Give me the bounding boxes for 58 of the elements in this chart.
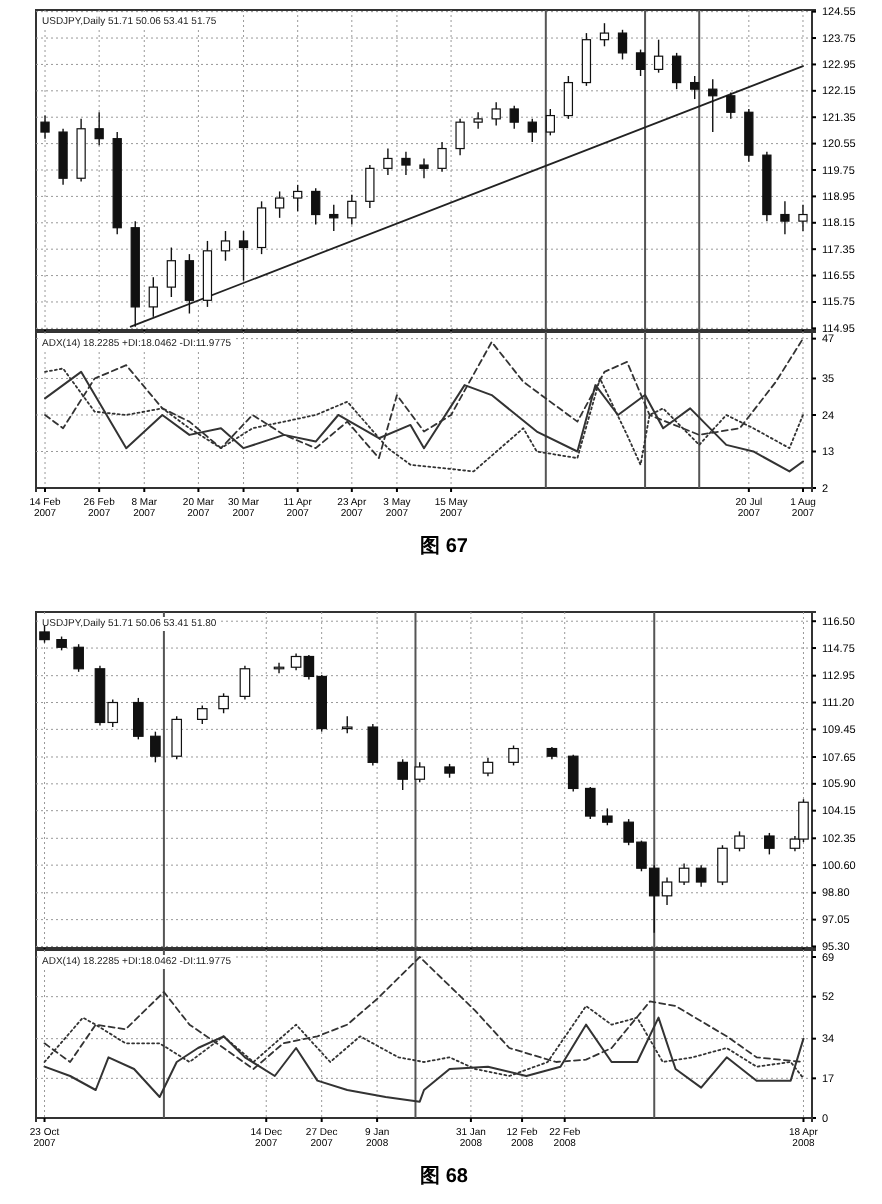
- candlestick: [508, 744, 519, 767]
- candlestick: [635, 48, 646, 77]
- candlestick: [238, 230, 249, 282]
- caption: 图 67: [420, 536, 469, 558]
- candlestick: [678, 862, 690, 886]
- candlestick: [780, 200, 790, 236]
- candlestick: [690, 75, 700, 100]
- candlestick: [329, 203, 339, 232]
- candlestick: [347, 194, 357, 226]
- candlestick: [397, 758, 408, 791]
- candlestick: [734, 830, 745, 853]
- candlestick: [133, 697, 144, 741]
- candlestick: [563, 75, 574, 120]
- candlestick: [617, 29, 628, 61]
- candlestick: [717, 844, 728, 886]
- candlestick: [73, 643, 84, 673]
- candlestick: [695, 864, 707, 888]
- candlestick: [726, 91, 736, 120]
- candlestick: [171, 715, 183, 760]
- candlestick: [744, 108, 754, 163]
- candlestick: [166, 246, 177, 298]
- candlestick: [94, 111, 104, 146]
- candlestick: [509, 104, 519, 130]
- candlestick: [311, 187, 321, 226]
- candlestick: [383, 147, 393, 176]
- candlestick: [419, 157, 429, 179]
- candlestick: [40, 114, 50, 140]
- candlestick: [581, 32, 592, 87]
- candlestick: [491, 101, 501, 127]
- candlestick: [184, 253, 195, 315]
- candlestick: [798, 203, 808, 232]
- candlestick: [58, 128, 68, 186]
- candlestick: [653, 38, 664, 74]
- candlestick: [482, 757, 494, 777]
- caption: 图 68: [420, 1166, 469, 1188]
- candlestick: [239, 665, 251, 701]
- candlestick: [220, 230, 231, 262]
- candlestick: [671, 52, 682, 90]
- candlestick: [256, 200, 267, 255]
- candlestick: [196, 704, 208, 725]
- candlestick: [274, 190, 285, 219]
- candlestick: [401, 151, 411, 176]
- candlestick: [599, 22, 610, 47]
- candlestick: [367, 723, 379, 767]
- candlestick: [764, 832, 775, 856]
- candlestick: [455, 118, 465, 156]
- candlestick: [545, 108, 555, 137]
- candlestick: [150, 730, 161, 764]
- candlestick: [567, 753, 579, 793]
- candlestick: [473, 111, 483, 130]
- candlestick: [584, 786, 596, 820]
- candlestick: [414, 761, 426, 783]
- candlestick: [365, 164, 375, 209]
- candlestick: [148, 276, 158, 318]
- candlestick: [527, 118, 537, 143]
- candlestick: [293, 184, 303, 212]
- candlestick: [218, 692, 229, 714]
- candlestick: [437, 141, 447, 173]
